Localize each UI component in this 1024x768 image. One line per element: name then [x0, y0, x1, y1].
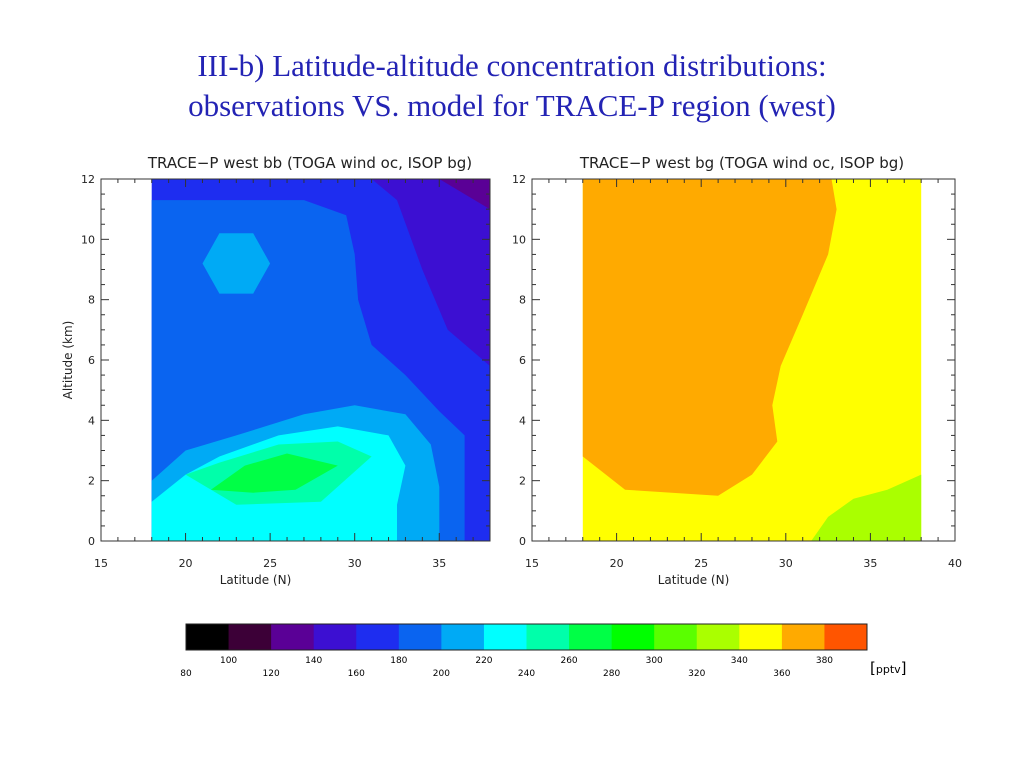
y-tick-label: 4: [519, 414, 526, 427]
x-tick-label: 20: [179, 557, 193, 570]
colorbar-label-upper: 300: [646, 656, 663, 666]
colorbar-swatch: [186, 624, 230, 650]
colorbar-label-upper: 260: [560, 656, 577, 666]
colorbar-label-upper: 140: [305, 656, 322, 666]
colorbar-label-upper: 220: [475, 656, 492, 666]
plot-title: TRACE−P west bg (TOGA wind oc, ISOP bg): [579, 154, 904, 172]
colorbar-label-lower: 280: [603, 669, 620, 679]
colorbar-label-lower: 120: [263, 669, 280, 679]
x-tick-label: 15: [94, 557, 108, 570]
y-tick-label: 8: [519, 294, 526, 307]
x-tick-label: 15: [525, 557, 539, 570]
colorbar-swatch: [313, 624, 357, 650]
y-tick-label: 0: [519, 535, 526, 548]
x-tick-label: 35: [863, 557, 877, 570]
colorbar-swatch: [271, 624, 315, 650]
plot-observations: 15 20 25 30 35 0 2 4 6 8 10 12 TRACE−P west bb (TOGA…: [61, 154, 491, 587]
colorbar-swatch: [654, 624, 698, 650]
colorbar: 100 140 180 220 260 300 340 380 80 120 160 200 240 28…: [180, 623, 868, 679]
colorbar-label-upper: 340: [731, 656, 748, 666]
y-tick-label: 2: [88, 475, 95, 488]
y-tick-label: 12: [512, 173, 526, 186]
colorbar-swatch: [356, 624, 400, 650]
colorbar-label-lower: 200: [433, 669, 450, 679]
colorbar-label-lower: 80: [180, 669, 192, 679]
colorbar-swatch: [483, 624, 527, 650]
colorbar-swatch: [526, 624, 570, 650]
x-tick-label: 25: [263, 557, 277, 570]
colorbar-swatch: [228, 624, 272, 650]
colorbar-label-lower: 240: [518, 669, 535, 679]
slide-title-line-1: III-b) Latitude-altitude concentration d…: [197, 48, 827, 83]
unit-text: pptv: [875, 663, 901, 676]
slide-title-line-2: observations VS. model for TRACE-P regio…: [188, 88, 836, 123]
contour-region: [439, 179, 490, 210]
colorbar-swatch: [739, 624, 783, 650]
contour-region: [202, 233, 271, 294]
colorbar-label-lower: 160: [348, 669, 365, 679]
x-tick-label: 40: [948, 557, 962, 570]
colorbar-swatch: [696, 624, 740, 650]
x-tick-label: 30: [779, 557, 793, 570]
y-tick-label: 10: [512, 233, 526, 246]
colorbar-swatch: [824, 624, 868, 650]
y-tick-label: 0: [88, 535, 95, 548]
contour-region: [210, 453, 338, 493]
y-tick-label: 6: [519, 354, 526, 367]
x-tick-label: 25: [694, 557, 708, 570]
colorbar-label-lower: 320: [688, 669, 705, 679]
x-tick-label: 35: [432, 557, 446, 570]
colorbar-swatch: [611, 624, 655, 650]
y-tick-label: 6: [88, 354, 95, 367]
plot-title: TRACE−P west bb (TOGA wind oc, ISOP bg): [147, 154, 472, 172]
contour-region: [371, 179, 490, 366]
colorbar-swatch: [398, 624, 442, 650]
y-tick-label: 10: [81, 233, 95, 246]
colorbar-frame: [185, 623, 868, 651]
colorbar-label-upper: 380: [816, 656, 833, 666]
y-tick-label: 2: [519, 475, 526, 488]
colorbar-swatch: [441, 624, 485, 650]
y-tick-label: 8: [88, 294, 95, 307]
y-tick-label: 12: [81, 173, 95, 186]
colorbar-label-upper: 100: [220, 656, 237, 666]
x-tick-label: 30: [348, 557, 362, 570]
colorbar-swatch: [569, 624, 613, 650]
x-tick-label: 20: [610, 557, 624, 570]
x-axis-label: Latitude (N): [220, 573, 292, 587]
contour-region: [582, 179, 837, 496]
slide-title: III-b) Latitude-altitude concentration d…: [0, 46, 1024, 126]
colorbar-swatch: [781, 624, 825, 650]
contour-region: [811, 474, 922, 541]
colorbar-label-upper: 180: [390, 656, 407, 666]
colorbar-unit-label: [pptv]: [870, 659, 907, 677]
plot-model: 15 20 25 30 35 40 0 2 4 6 8 10 12 TRACE−P west bg (TO…: [512, 154, 962, 587]
x-axis-label: Latitude (N): [658, 573, 730, 587]
y-tick-label: 4: [88, 414, 95, 427]
colorbar-label-lower: 360: [773, 669, 790, 679]
y-axis-label: Altitude (km): [61, 321, 75, 400]
